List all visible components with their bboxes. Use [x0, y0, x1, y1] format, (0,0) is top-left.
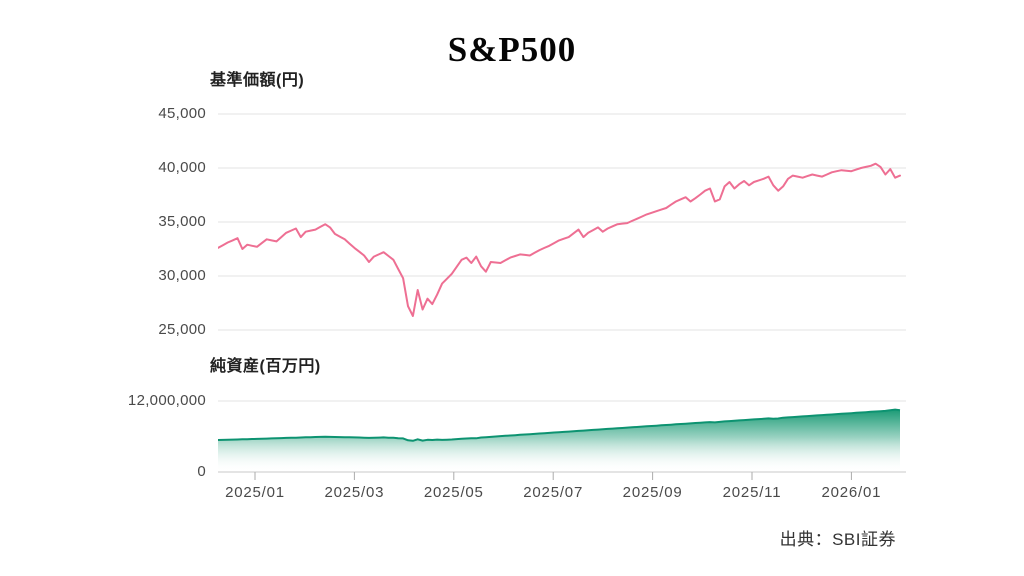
page-title: S&P500: [447, 30, 577, 69]
price-y-tick-label: 30,000: [158, 267, 206, 284]
x-axis-tick-label: 2025/03: [324, 484, 385, 501]
price-series-line: [218, 162, 901, 317]
source-credit: 出典：SBI証券: [779, 530, 896, 549]
price-axis-title: 基準価額(円): [210, 72, 305, 89]
price-y-tick-label: 40,000: [158, 159, 206, 176]
x-axis-tick-label: 2026/01: [821, 484, 882, 501]
x-axis-tick-label: 2025/11: [722, 484, 782, 501]
price-y-tick-label: 35,000: [158, 213, 206, 230]
price-line-chart: [218, 113, 906, 331]
assets-series-line: [218, 408, 901, 442]
x-axis-tick-label: 2025/09: [622, 484, 683, 501]
assets-area-chart: [218, 400, 906, 480]
assets-y-tick-label: 12,000,000: [127, 392, 206, 409]
x-axis-tick-label: 2025/05: [423, 484, 484, 501]
assets-y-tick-label: 0: [197, 463, 206, 480]
x-axis-tick-label: 2025/01: [225, 484, 285, 501]
price-y-tick-label: 45,000: [158, 105, 206, 122]
price-y-tick-label: 25,000: [158, 321, 206, 338]
assets-axis-title: 純資産(百万円): [210, 358, 321, 375]
x-axis-tick-label: 2025/07: [523, 484, 584, 501]
assets-series-area: [218, 409, 900, 472]
